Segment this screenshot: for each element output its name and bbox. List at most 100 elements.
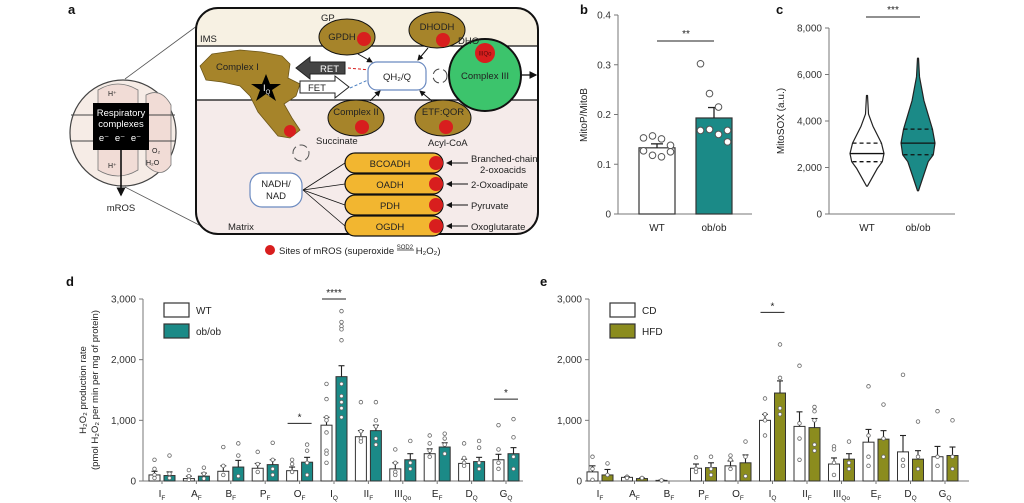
data-point — [881, 454, 886, 459]
data-point — [358, 399, 364, 405]
y-tick-label: 0 — [130, 477, 136, 488]
significance-label: **** — [326, 288, 342, 299]
proton-label: H⁺ — [108, 91, 117, 98]
data-point — [304, 448, 310, 453]
data-point — [427, 441, 432, 446]
data-point — [639, 134, 648, 142]
data-point — [324, 430, 329, 435]
y-axis-label: MitoP/MitoB — [579, 88, 590, 142]
legend-label: CD — [642, 306, 656, 317]
substrate-label: Oxoglutarate — [471, 222, 525, 233]
data-point — [358, 429, 364, 434]
data-point — [511, 466, 516, 472]
substrate-label: Pyruvate — [471, 201, 509, 212]
data-point — [900, 372, 906, 378]
bar-ob/ob — [335, 376, 348, 482]
complex-i-label: Complex I — [216, 62, 259, 73]
bar-CD — [931, 456, 944, 482]
data-point — [408, 466, 413, 472]
data-point — [167, 453, 172, 458]
data-point — [201, 476, 207, 481]
significance-label: * — [298, 412, 302, 423]
legend-swatch-WT — [163, 302, 190, 318]
respiratory-complexes-label-1: Respiratory — [97, 108, 146, 119]
bar-CD — [862, 441, 875, 482]
x-tick-label: OF — [294, 489, 306, 502]
fet-arrow — [299, 74, 350, 100]
y-tick-label: 0 — [576, 477, 582, 488]
y-tick-label: 3,000 — [111, 295, 136, 306]
data-point — [461, 455, 467, 461]
data-point — [659, 478, 664, 483]
fet-electron-path — [349, 79, 369, 89]
data-point — [743, 454, 748, 459]
chart-d: 0 1,000 2,000 3,000 H₂O₂ production rate (pmo… — [78, 288, 523, 502]
data-point — [304, 472, 310, 478]
oxygen-label: O₂ — [152, 148, 160, 155]
x-tick-label: PF — [698, 489, 709, 502]
data-point — [339, 338, 344, 343]
data-point — [950, 466, 955, 472]
x-tick-label: EF — [432, 489, 443, 502]
site-ef-icon — [439, 120, 453, 134]
chart-e: 0 1,000 2,000 3,000 IF AF BF PF OF IQ IIF IIIQo EF DQ… — [557, 295, 969, 502]
data-point — [705, 125, 714, 134]
y-tick-label: 2,000 — [797, 163, 822, 174]
panel-label-d: d — [66, 274, 74, 289]
data-point — [270, 466, 275, 472]
legend-label: ob/ob — [196, 327, 221, 338]
data-point — [590, 466, 595, 472]
data-point — [496, 460, 501, 465]
bar-CD — [759, 419, 771, 482]
data-point — [324, 396, 329, 402]
data-point — [831, 460, 837, 465]
data-point — [476, 445, 482, 450]
dehydrogenase-connector — [302, 162, 346, 191]
electron-label: e⁻ — [115, 133, 125, 144]
ret-label: RET — [320, 64, 339, 75]
x-tick-label: DQ — [904, 489, 916, 502]
y-tick-label: 0.1 — [597, 160, 611, 171]
data-point — [866, 384, 871, 389]
data-point — [935, 454, 940, 459]
data-point — [866, 433, 871, 438]
data-point — [693, 455, 699, 460]
data-point — [812, 409, 817, 414]
data-point — [221, 472, 226, 478]
legend-swatch-ob/ob — [163, 323, 190, 339]
site-icon — [429, 177, 443, 191]
data-point — [900, 457, 906, 462]
x-tick-label: AF — [629, 489, 640, 502]
gpdh-shape — [318, 18, 376, 56]
data-point — [201, 471, 207, 476]
data-point — [339, 406, 344, 411]
dehydrogenase-label: OGDH — [376, 222, 405, 233]
substrate-label: Branched-chain — [471, 154, 538, 165]
data-point — [696, 126, 705, 135]
data-point — [777, 375, 783, 381]
data-point — [324, 451, 329, 456]
x-tick-label: OF — [732, 489, 744, 502]
data-point — [693, 469, 699, 475]
chart-c: 0 2,000 4,000 6,000 8,000 MitoSOX (a.u.) WT ob/… — [776, 5, 955, 234]
data-point — [846, 466, 852, 472]
data-point — [511, 416, 516, 422]
data-point — [270, 457, 275, 462]
ret-arrow — [295, 55, 346, 81]
data-point — [777, 342, 783, 347]
data-point — [393, 460, 398, 465]
data-point — [476, 438, 482, 444]
respiratory-complexes-label-2: complexes — [98, 119, 144, 130]
data-point — [236, 441, 241, 446]
data-point — [743, 473, 748, 479]
etf-qor-label: ETF:QOR — [422, 107, 464, 118]
data-point — [408, 460, 413, 465]
y-tick-label: 2,000 — [111, 355, 136, 366]
data-point — [797, 421, 802, 426]
data-point — [167, 471, 172, 476]
matrix-label: Matrix — [228, 222, 254, 233]
site-iiiqo-icon — [475, 43, 495, 63]
data-point — [373, 436, 379, 441]
data-point — [339, 415, 344, 420]
data-point — [812, 442, 817, 447]
